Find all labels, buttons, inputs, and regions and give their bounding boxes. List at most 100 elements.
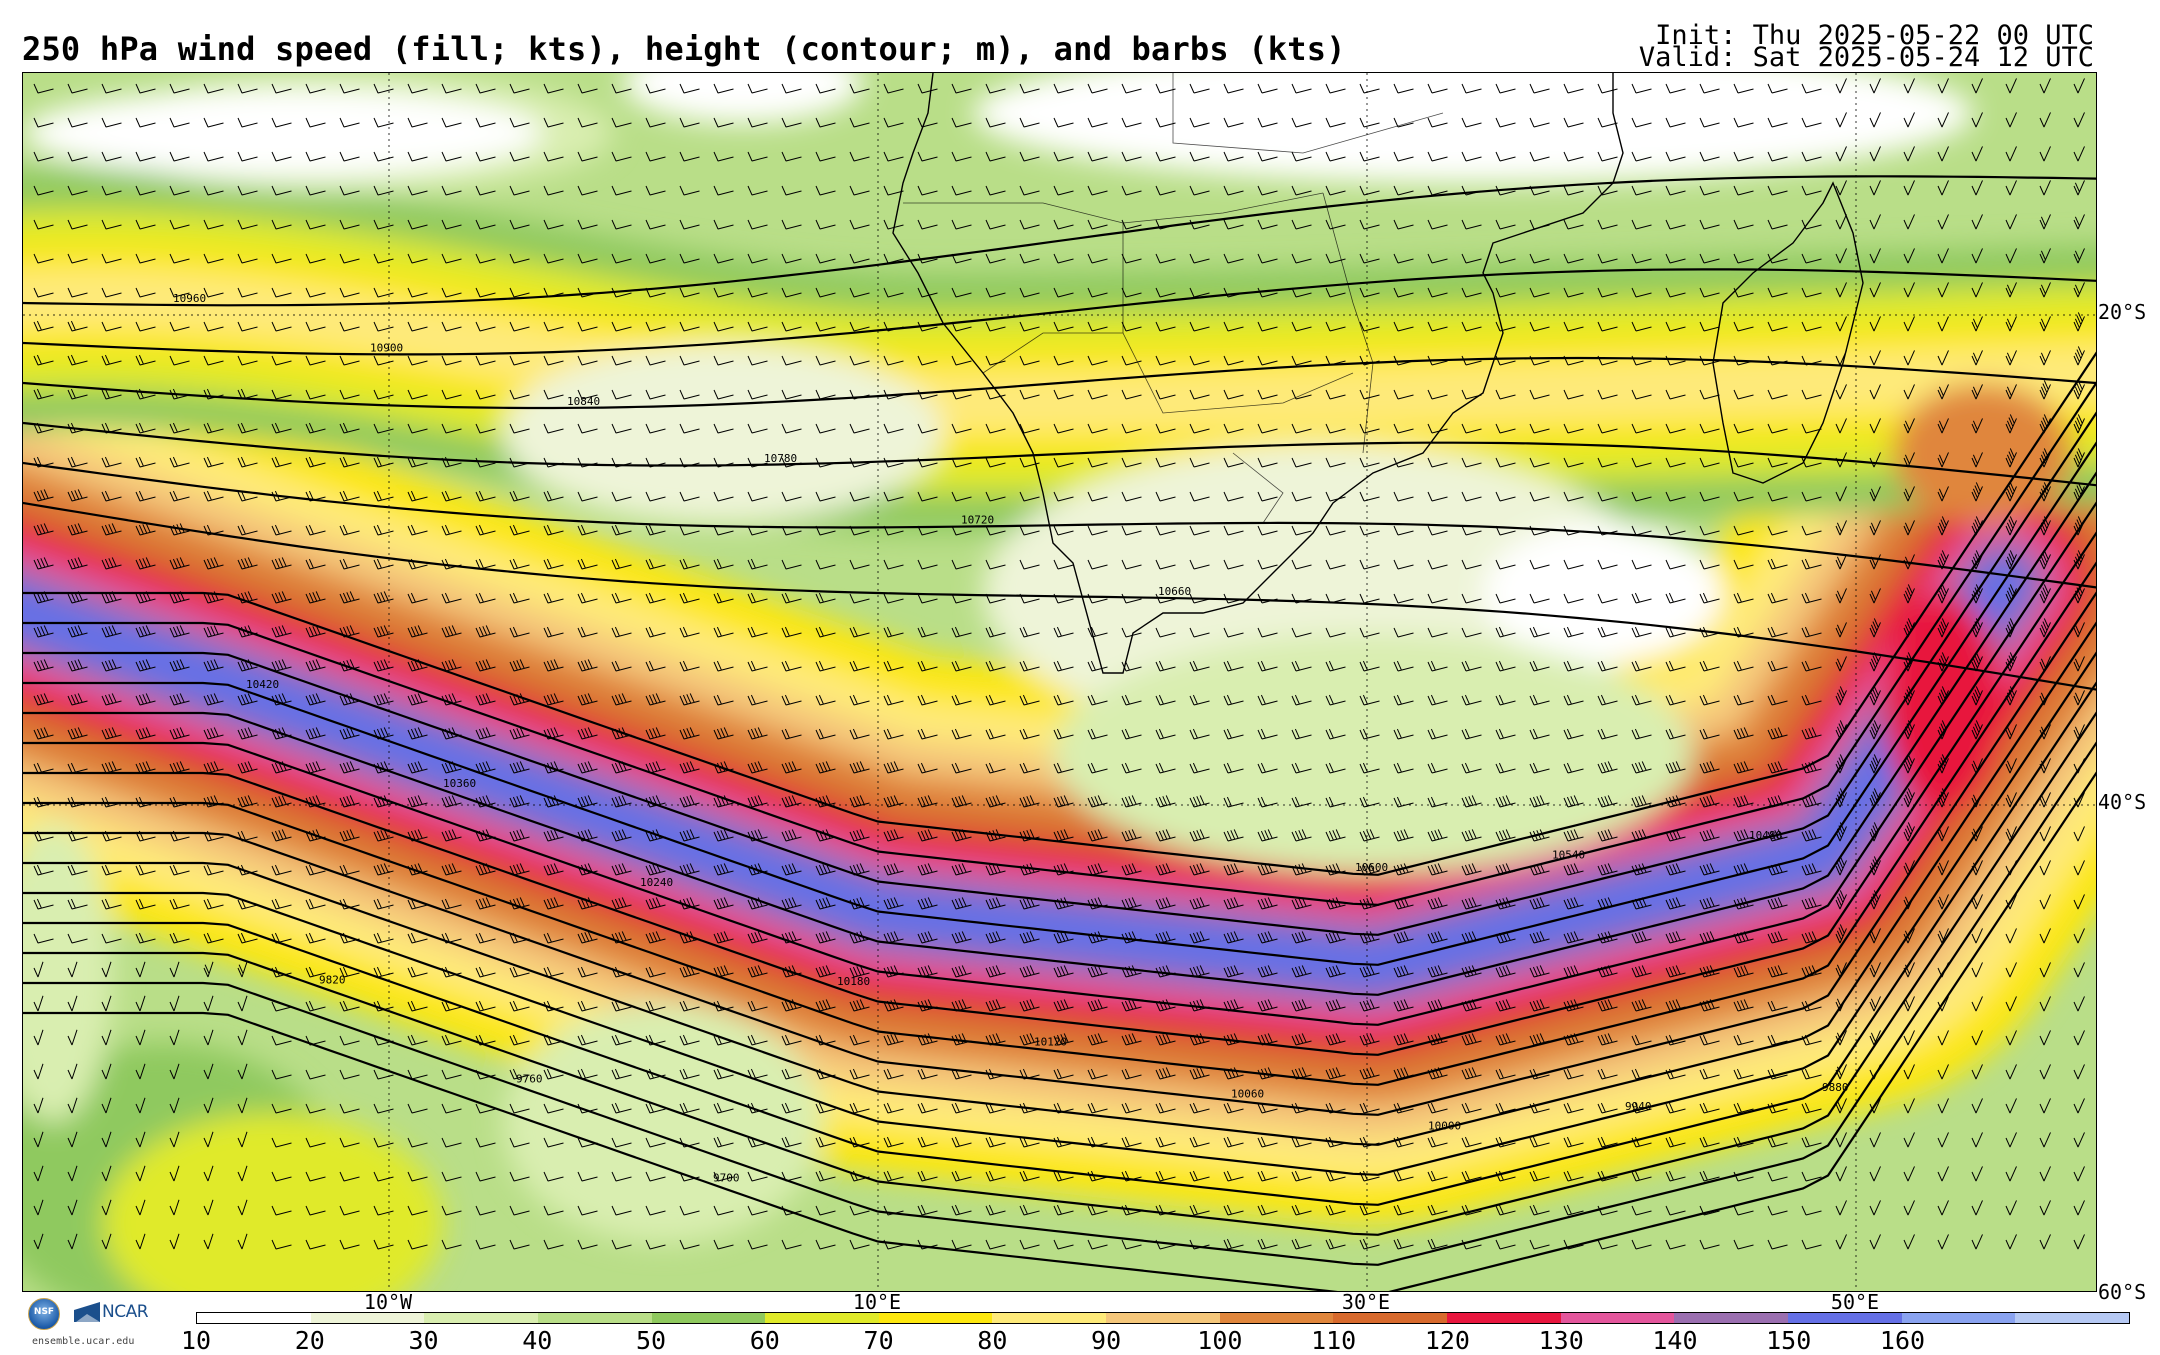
colorbar-swatch <box>992 1313 1107 1323</box>
colorbar-swatch <box>537 1313 652 1323</box>
colorbar-swatch <box>651 1313 766 1323</box>
contour-label: 10420 <box>246 678 279 691</box>
colorbar-swatch <box>1106 1313 1220 1323</box>
colorbar-tick-label: 70 <box>863 1326 894 1355</box>
lat-label-40s: 40°S <box>2098 790 2147 814</box>
colorbar-tick-label: 80 <box>977 1326 1008 1355</box>
height-contour <box>23 471 2096 996</box>
weak-wind-area <box>623 73 863 123</box>
contour-label: 10120 <box>1034 1036 1067 1049</box>
contour-label: 10960 <box>173 292 206 305</box>
nsf-logo: NSF <box>28 1298 60 1330</box>
lon-label-10w: 10°W <box>363 1290 413 1314</box>
height-contour <box>23 501 2096 1026</box>
contour-labels: 10960 10900 10840 10780 10720 10660 10600 10540… <box>173 292 1849 1185</box>
colorbar-tick-label: 100 <box>1197 1326 1243 1355</box>
height-contour <box>23 531 2096 1056</box>
coastlines <box>892 73 1864 674</box>
colorbar-tick-label: 50 <box>635 1326 667 1355</box>
colorbar-tick-label: 60 <box>749 1326 780 1355</box>
colorbar-swatch <box>1787 1313 1902 1323</box>
wind-area <box>103 1113 443 1291</box>
height-contour <box>23 461 2096 589</box>
weak-wind-area <box>1483 523 1723 663</box>
height-contour <box>23 441 2096 966</box>
contour-label: 10060 <box>1231 1087 1264 1100</box>
contour-label: 10000 <box>1428 1119 1461 1132</box>
africa-coastline <box>892 73 1624 674</box>
colorbar-swatch <box>2015 1313 2129 1323</box>
height-contour <box>23 561 2096 1086</box>
contour-label: 10180 <box>837 975 870 988</box>
colorbar <box>196 1312 2130 1324</box>
colorbar-swatch <box>1333 1313 1448 1323</box>
colorbar-tick-label: 30 <box>408 1326 439 1355</box>
colorbar-swatch <box>1674 1313 1788 1323</box>
colorbar-tick-label: 20 <box>294 1326 325 1355</box>
contour-label: 9880 <box>1822 1081 1849 1094</box>
colorbar-swatch <box>765 1313 879 1323</box>
height-contour <box>23 175 2096 307</box>
height-contour <box>23 711 2096 1236</box>
height-contour <box>23 771 2096 1291</box>
height-contour <box>23 621 2096 1146</box>
height-contour <box>23 741 2096 1266</box>
wind-map: 10960 10900 10840 10780 10720 10660 10600 10540… <box>23 73 2096 1291</box>
lat-label-60s: 60°S <box>2098 1280 2147 1304</box>
contour-label: 9700 <box>713 1172 740 1185</box>
lat-label-20s: 20°S <box>2098 300 2147 324</box>
lon-label-30e: 30°E <box>1341 1290 1391 1314</box>
contour-label: 9820 <box>319 974 346 987</box>
colorbar-tick-label: 10 <box>180 1326 212 1355</box>
colorbar-swatch <box>424 1313 538 1323</box>
height-contour <box>23 681 2096 1206</box>
colorbar-tick-label: 110 <box>1311 1326 1357 1355</box>
weak-wind-area <box>23 88 543 178</box>
height-contour <box>23 651 2096 1176</box>
valid-time: Valid: Sat 2025-05-24 12 UTC <box>1638 42 2094 73</box>
colorbar-tick-label: 150 <box>1766 1326 1812 1355</box>
colorbar-swatch <box>1447 1313 1561 1323</box>
contour-label: 10480 <box>1749 829 1782 842</box>
contour-label: 10840 <box>567 395 600 408</box>
colorbar-tick-label: 90 <box>1091 1326 1122 1355</box>
height-contours <box>23 175 2096 1291</box>
height-contour <box>23 421 2096 487</box>
contour-label: 10720 <box>961 514 994 527</box>
wind-area <box>1893 383 2073 523</box>
colorbar-swatch <box>197 1313 311 1323</box>
madagascar-coastline <box>1712 181 1864 484</box>
height-contour <box>23 381 2096 906</box>
colorbar-swatch <box>310 1313 425 1323</box>
contour-label: 10600 <box>1355 861 1388 874</box>
contour-label: 9760 <box>516 1073 543 1086</box>
ncar-logo-icon <box>74 1302 100 1322</box>
colorbar-tick-label: 120 <box>1424 1326 1470 1355</box>
credits-logos: NSF NCAR ensemble.ucar.edu <box>22 1298 162 1350</box>
colorbar-tick-label: 130 <box>1538 1326 1584 1355</box>
contour-label: 10240 <box>640 876 673 889</box>
contour-label: 10900 <box>370 341 403 354</box>
colorbar-swatch <box>878 1313 993 1323</box>
height-contour <box>23 268 2096 356</box>
site-url: ensemble.ucar.edu <box>32 1336 135 1347</box>
map-title: 250 hPa wind speed (fill; kts), height (… <box>22 30 1346 68</box>
wind-barb-field <box>33 78 2085 1250</box>
colorbar-swatch <box>1901 1313 2016 1323</box>
country-borders <box>903 73 1444 524</box>
contour-label: 10660 <box>1158 585 1191 598</box>
height-contour <box>23 411 2096 936</box>
height-contour <box>23 356 2096 410</box>
graticule <box>23 73 2096 1291</box>
subtropical-jet-band <box>23 268 2096 434</box>
contour-label: 10540 <box>1552 848 1585 861</box>
wind-barbs <box>33 78 2085 1250</box>
lon-label-50e: 50°E <box>1830 1290 1880 1314</box>
colorbar-tick-label: 140 <box>1652 1326 1698 1355</box>
colorbar-tick-label: 160 <box>1879 1326 1926 1355</box>
colorbar-swatch <box>1560 1313 1675 1323</box>
contour-label: 9940 <box>1625 1100 1652 1113</box>
colorbar-swatch <box>1219 1313 1334 1323</box>
contour-label: 10360 <box>443 777 476 790</box>
weak-wind-area <box>503 1003 823 1243</box>
